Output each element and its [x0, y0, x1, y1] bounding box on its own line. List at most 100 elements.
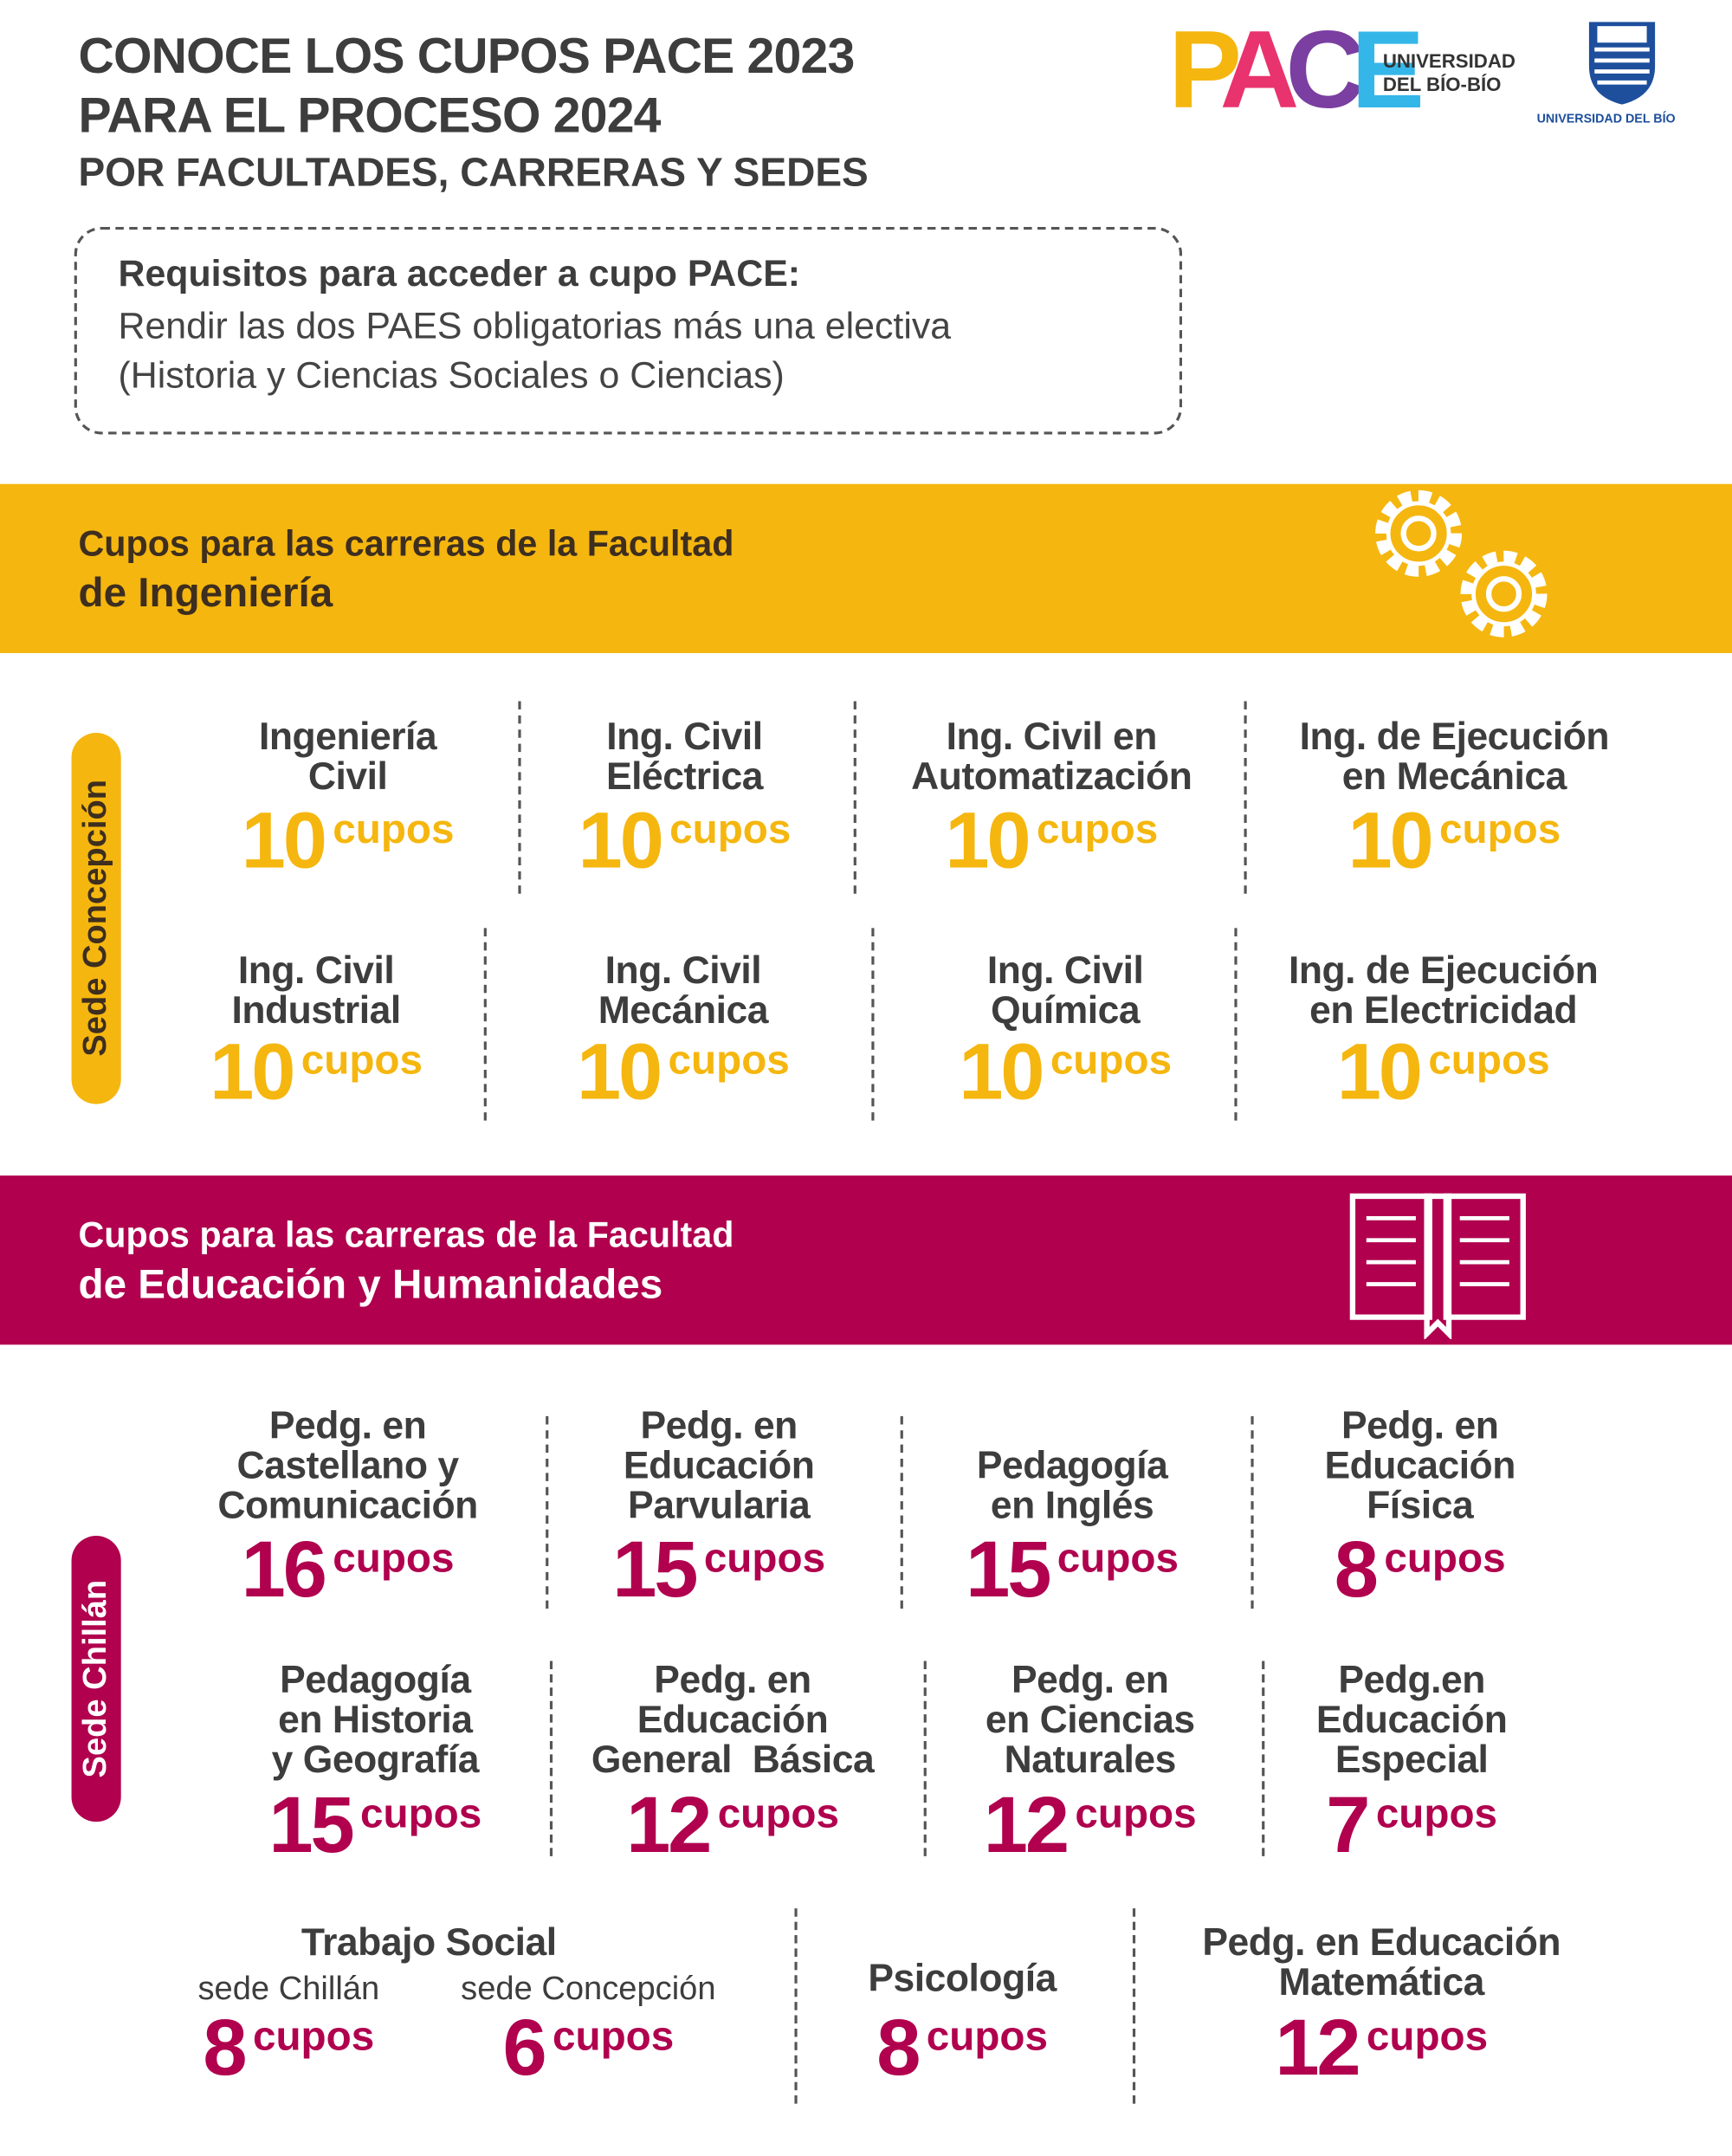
quota-line: 12 cupos — [984, 1785, 1197, 1866]
program-name-line: Ing. Civil — [986, 949, 1144, 992]
program-name-line: Ing. de Ejecución — [1299, 715, 1610, 758]
program-name-line: Ing. Civil en — [946, 715, 1158, 758]
quota-line: 8 cupos — [876, 2008, 1049, 2088]
university-line: UNIVERSIDAD — [1382, 49, 1516, 72]
program-name-line: Pedg. en — [1341, 1403, 1499, 1447]
program-name-line: en Historia — [278, 1698, 473, 1741]
program-name-line: Educación — [623, 1443, 815, 1486]
program-name: Psicología — [868, 1958, 1057, 1997]
divider — [900, 1415, 903, 1609]
program-name-line: en Ciencias — [985, 1698, 1195, 1741]
quota-unit: cupos — [553, 2014, 675, 2060]
title-line: CONOCE LOS CUPOS PACE 2023 — [78, 27, 855, 84]
quota-unit: cupos — [252, 2014, 375, 2060]
quota-number: 10 — [959, 1026, 1044, 1117]
program-name: Ing. Civil Industrial — [231, 950, 401, 1032]
divider — [518, 701, 521, 894]
campus-pill: Sede Concepción — [71, 733, 121, 1104]
quota-unit: cupos — [1428, 1038, 1550, 1084]
quota-unit: cupos — [1366, 2014, 1489, 2060]
quota-line: 10 cupos — [945, 801, 1158, 881]
quota-unit: cupos — [669, 806, 792, 853]
shield-caption: UNIVERSIDAD DEL BÍO — [1536, 111, 1676, 126]
quota-unit: cupos — [1375, 1791, 1498, 1837]
quota-unit: cupos — [717, 1791, 839, 1837]
program-name-line: Industrial — [231, 988, 401, 1032]
divider — [794, 1908, 798, 2104]
quota-line: 16 cupos — [241, 1525, 455, 1615]
program-name-line: en Mecánica — [1341, 754, 1567, 798]
program-name-line: Pedg. en — [1011, 1658, 1169, 1701]
gears-icon — [1375, 489, 1548, 638]
quota-number: 8 — [203, 2003, 247, 2093]
quota-line: 10 cupos — [242, 801, 455, 881]
quota-number: 10 — [1347, 796, 1433, 886]
quota-number: 10 — [210, 1026, 295, 1117]
program-name: Pedg. en Educación General Básica — [591, 1660, 875, 1781]
book-icon — [1349, 1193, 1526, 1340]
quota-line: 8 cupos — [203, 2003, 375, 2093]
divider — [1244, 701, 1247, 894]
program-name: Ingeniería Civil — [259, 716, 437, 796]
quota-number: 12 — [1275, 2003, 1360, 2093]
band-title: Cupos para las carreras de la Facultad — [78, 1214, 734, 1256]
quota-number: 10 — [945, 796, 1031, 886]
program-name-line: General Básica — [591, 1738, 875, 1781]
program-name-line: Comunicación — [217, 1483, 478, 1526]
program-name-line: Pedg. en Educación — [1202, 1920, 1561, 1964]
program-name-line: Psicología — [868, 1956, 1057, 1999]
divider — [1262, 1661, 1265, 1856]
requirements-line: (Historia y Ciencias Sociales o Ciencias… — [118, 354, 785, 397]
program-name: Ing. Civil en Automatización — [911, 716, 1192, 796]
program-name: Pedg. en en Ciencias Naturales — [986, 1660, 1195, 1779]
quota-line: 10 cupos — [577, 1032, 790, 1112]
program-name: Pedagogía en Historia y Geografía — [271, 1660, 480, 1781]
pace-logo: PACE — [1168, 15, 1425, 125]
quota-unit: cupos — [1384, 1536, 1506, 1582]
program-name-line: Automatización — [911, 754, 1192, 798]
subtitle: POR FACULTADES, CARRERAS Y SEDES — [78, 151, 869, 196]
program-name-line: Castellano y — [236, 1443, 460, 1486]
quota-unit: cupos — [1075, 1791, 1197, 1837]
band-title: de Educación y Humanidades — [78, 1262, 663, 1308]
quota-unit: cupos — [703, 1536, 826, 1582]
program-name-line: y Geografía — [271, 1738, 480, 1781]
program-name: Pedg. en Educación Física — [1324, 1403, 1516, 1526]
program-name-line: en Inglés — [990, 1483, 1154, 1526]
quota-line: 10 cupos — [959, 1026, 1172, 1117]
program-name-line: Educación — [1315, 1698, 1508, 1741]
quota-number: 10 — [1336, 1026, 1423, 1117]
quota-unit: cupos — [301, 1038, 423, 1084]
program-name: Pedg. en Castellano y Comunicación — [217, 1405, 478, 1526]
quota-line: 12 cupos — [626, 1785, 839, 1866]
campus-label: Sede Concepción — [76, 780, 114, 1058]
quota-line: 15 cupos — [612, 1530, 826, 1610]
program-campus: sede Concepción — [461, 1970, 716, 2008]
program-name-line: Parvularia — [628, 1483, 811, 1526]
program-name-line: Naturales — [1004, 1738, 1177, 1781]
program-name-line: Educación — [637, 1698, 829, 1741]
divider — [1234, 928, 1238, 1121]
divider — [483, 928, 487, 1121]
program-name-line: Física — [1367, 1483, 1474, 1526]
divider — [853, 701, 856, 894]
program-name: Trabajo Social — [301, 1922, 557, 1962]
program-name: Ing. Civil Química — [986, 949, 1144, 1032]
divider — [1251, 1415, 1254, 1609]
program-name: Ing. Civil Mecánica — [598, 950, 769, 1030]
quota-unit: cupos — [1439, 806, 1561, 853]
quota-number: 7 — [1326, 1780, 1370, 1870]
program-name-line: Especial — [1335, 1738, 1489, 1781]
program-name: Pedg.en Educación Especial — [1315, 1658, 1508, 1781]
program-name-line: Ing. de Ejecución — [1288, 949, 1599, 992]
program-name-line: Pedg.en — [1338, 1658, 1485, 1701]
program-name-line: Ing. Civil — [606, 715, 763, 758]
quota-unit: cupos — [926, 2014, 1049, 2060]
quota-line: 7 cupos — [1326, 1780, 1498, 1870]
quota-unit: cupos — [1057, 1536, 1179, 1582]
program-name-line: Química — [991, 988, 1141, 1032]
quota-number: 16 — [241, 1525, 327, 1615]
quota-number: 10 — [578, 796, 664, 886]
quota-number: 8 — [1334, 1525, 1379, 1615]
